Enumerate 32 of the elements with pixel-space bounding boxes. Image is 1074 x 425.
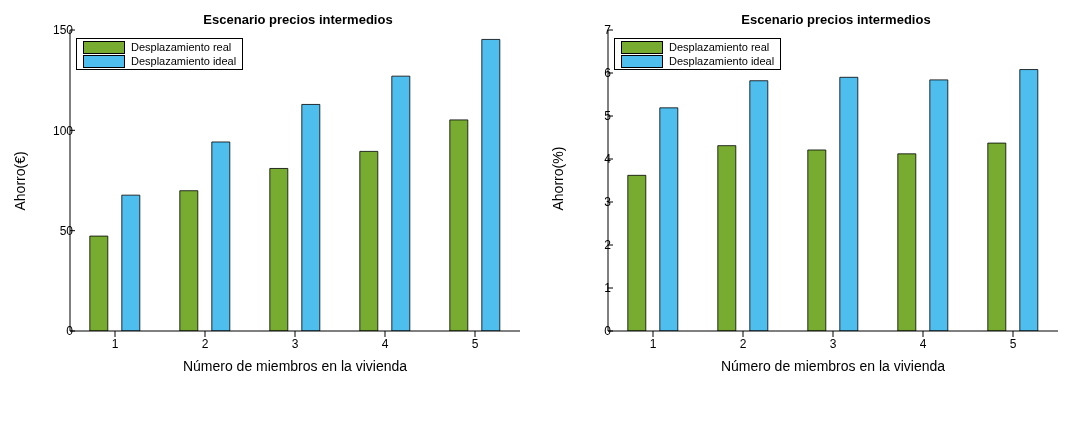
chart-title: Escenario precios intermedios xyxy=(741,12,931,27)
legend-label: Desplazamiento real xyxy=(668,40,771,54)
y-axis-title: Ahorro(€) xyxy=(11,151,28,211)
y-tick-label: 100 xyxy=(52,123,74,138)
x-tick-label: 5 xyxy=(1009,336,1017,351)
x-tick-label: 4 xyxy=(381,336,389,351)
y-axis-title: Ahorro(%) xyxy=(549,146,566,211)
x-tick-label: 4 xyxy=(919,336,927,351)
x-tick-label: 2 xyxy=(739,336,747,351)
legend-label: Desplazamiento ideal xyxy=(130,54,237,68)
x-tick-label: 3 xyxy=(291,336,299,351)
x-tick-label: 1 xyxy=(649,336,657,351)
y-tick-label: 50 xyxy=(59,223,74,238)
x-tick-label: 2 xyxy=(201,336,209,351)
y-tick-label: 7 xyxy=(604,23,612,38)
x-axis-title: Número de miembros en la vivienda xyxy=(182,358,408,374)
legend-label: Desplazamiento ideal xyxy=(668,54,775,68)
x-axis-title: Número de miembros en la vivienda xyxy=(720,358,946,374)
y-tick-label: 6 xyxy=(604,66,612,81)
y-tick-label: 4 xyxy=(604,152,612,167)
legend-label: Desplazamiento real xyxy=(130,40,233,54)
x-tick-label: 1 xyxy=(111,336,119,351)
chart-title: Escenario precios intermedios xyxy=(203,12,393,27)
x-tick-label: 5 xyxy=(471,336,479,351)
y-tick-label: 0 xyxy=(604,324,612,339)
x-tick-label: 3 xyxy=(829,336,837,351)
y-tick-label: 150 xyxy=(52,23,74,38)
y-tick-label: 5 xyxy=(604,109,612,124)
y-tick-label: 3 xyxy=(604,195,612,210)
y-tick-label: 1 xyxy=(604,281,612,296)
y-tick-label: 0 xyxy=(66,324,74,339)
y-tick-label: 2 xyxy=(604,238,612,253)
